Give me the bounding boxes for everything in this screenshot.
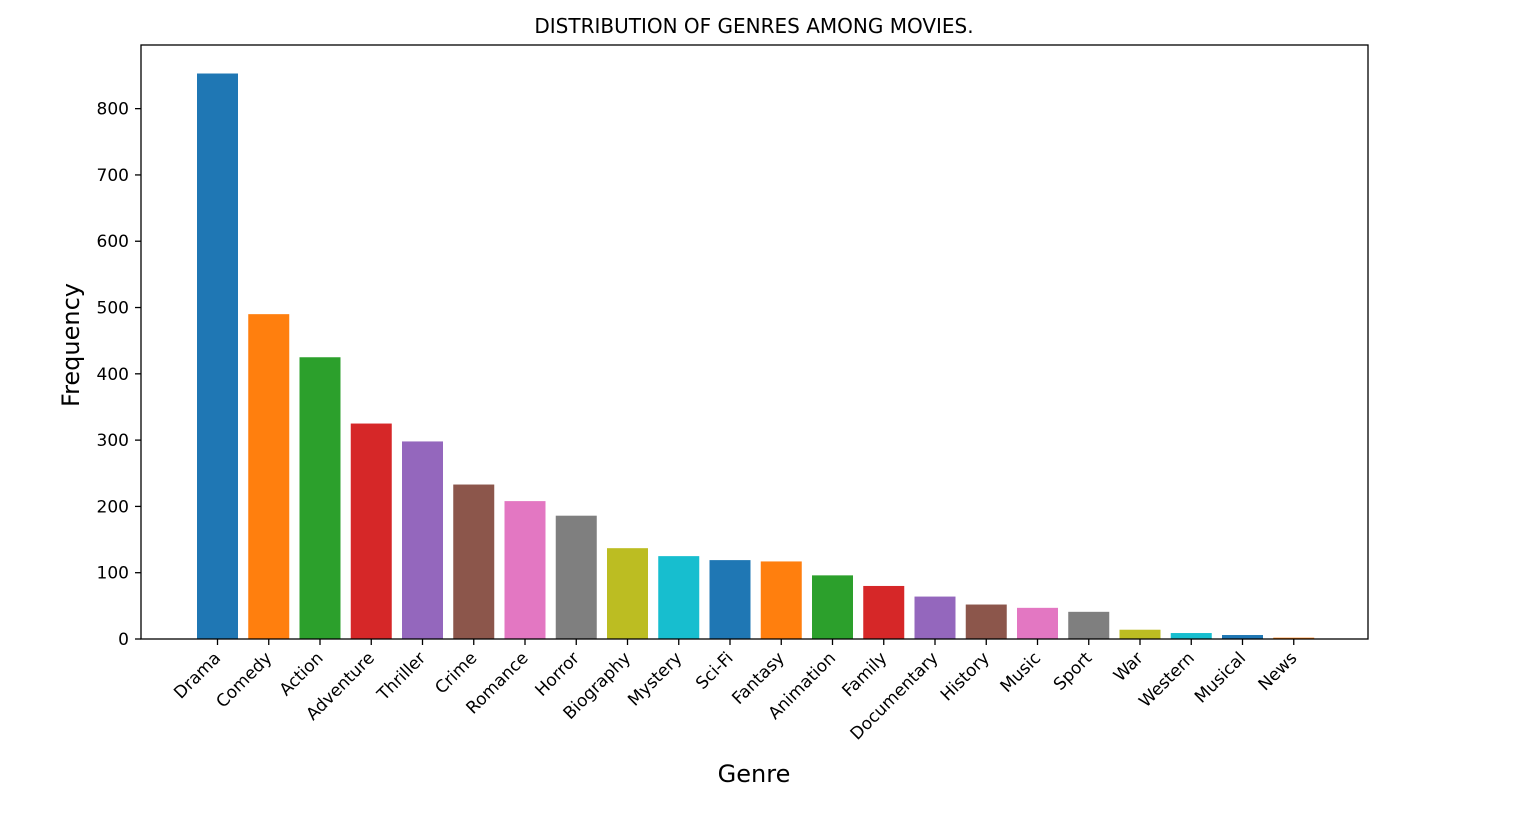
x-tick-label: Comedy: [213, 648, 277, 712]
y-axis-label: Frequency: [57, 283, 85, 407]
bars-group: [197, 73, 1315, 639]
x-tick-label: Sport: [1050, 648, 1097, 695]
bar-biography: [607, 548, 648, 639]
x-tick-label: Musical: [1191, 648, 1250, 707]
bar-music: [1017, 607, 1058, 639]
bar-news: [1273, 637, 1315, 639]
bar-war: [1119, 629, 1161, 639]
y-tick-label: 700: [97, 166, 129, 186]
x-tick-label: War: [1110, 648, 1148, 686]
bar-horror: [555, 515, 597, 639]
bar-documentary: [914, 596, 956, 639]
x-tick-label: Western: [1135, 648, 1198, 711]
y-tick-label: 500: [97, 299, 129, 319]
bar-family: [863, 585, 905, 639]
y-axis-ticks: 0 100 200 300 400 500 600 700 800: [97, 100, 141, 650]
x-tick-label: News: [1255, 648, 1302, 695]
y-tick-label: 100: [97, 564, 129, 584]
bar-crime: [453, 484, 495, 639]
bar-western: [1170, 633, 1212, 639]
bar-mystery: [658, 556, 700, 639]
bar-musical: [1222, 635, 1263, 639]
y-tick-label: 800: [97, 100, 129, 120]
bar-fantasy: [760, 561, 802, 639]
plot-frame: [140, 44, 1369, 640]
x-tick-label: Thriller: [373, 648, 430, 705]
y-tick-label: 600: [97, 232, 129, 252]
bar-comedy: [248, 314, 290, 639]
bar-sci-fi: [709, 560, 751, 639]
bar-drama: [197, 73, 238, 639]
bar-thriller: [402, 441, 443, 639]
x-tick-label: History: [937, 648, 994, 705]
x-tick-label: Sci-Fi: [692, 648, 737, 693]
x-tick-label: Music: [997, 648, 1045, 696]
x-axis-label: Genre: [718, 760, 791, 788]
y-tick-label: 400: [97, 365, 129, 385]
bar-romance: [504, 501, 546, 639]
bar-sport: [1068, 611, 1110, 639]
y-tick-label: 0: [118, 630, 129, 650]
bar-animation: [812, 575, 853, 639]
bar-history: [965, 604, 1007, 639]
y-tick-label: 200: [97, 497, 129, 517]
y-tick-label: 300: [97, 431, 129, 451]
x-tick-label: Documentary: [847, 648, 943, 744]
bar-adventure: [350, 423, 392, 639]
bar-action: [299, 357, 341, 639]
x-tick-label: Mystery: [624, 648, 686, 710]
x-tick-label: Crime: [431, 648, 481, 698]
chart-title: DISTRIBUTION OF GENRES AMONG MOVIES.: [534, 14, 973, 38]
